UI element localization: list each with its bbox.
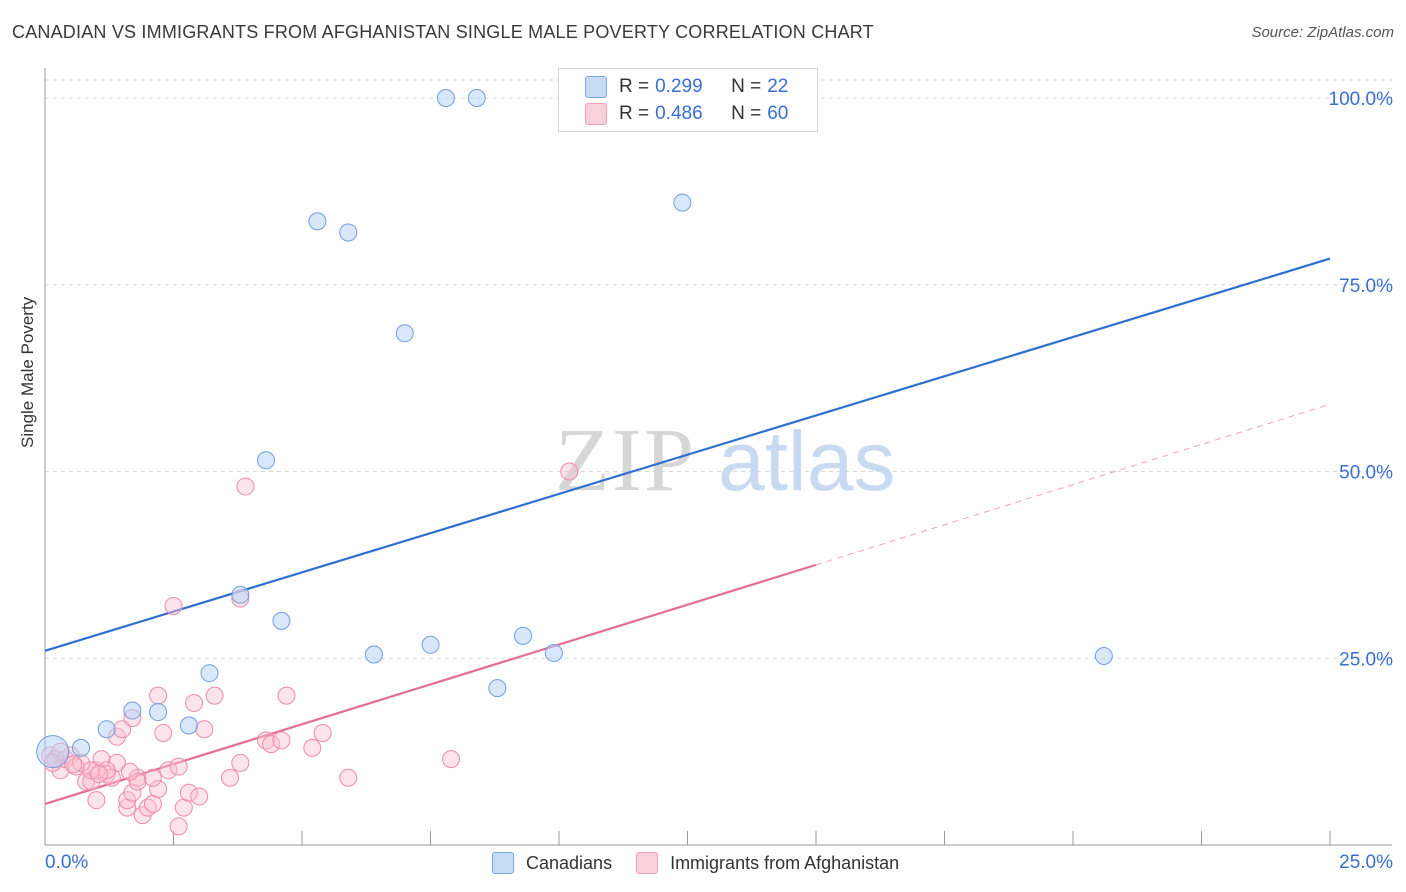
legend-row-afghanistan: R = 0.486 N = 60 [585,101,788,127]
legend-item-afghanistan: Immigrants from Afghanistan [636,852,899,874]
point-afghanistan [179,783,198,802]
point-afghanistan [185,694,204,713]
point-afghanistan [120,762,139,781]
point-afghanistan [303,738,322,757]
point-canadians [149,703,168,722]
source-label: Source: ZipAtlas.com [1251,24,1394,41]
point-canadians [179,716,198,735]
point-afghanistan [236,477,255,496]
point-canadians [231,585,250,604]
y-axis-label: Single Male Poverty [18,296,37,448]
point-afghanistan [190,787,209,806]
point-canadians [71,738,90,757]
point-afghanistan [272,731,291,750]
y-tick-label: 75.0% [1339,276,1393,297]
point-canadians [36,735,70,769]
point-afghanistan [164,596,183,615]
chart-title: CANADIAN VS IMMIGRANTS FROM AFGHANISTAN … [12,22,874,42]
point-afghanistan [277,686,296,705]
point-canadians [421,635,440,654]
watermark-zip: ZIP [555,411,696,510]
point-afghanistan [231,753,250,772]
point-afghanistan [87,791,106,810]
data-points [36,89,1113,836]
point-afghanistan [205,686,224,705]
point-canadians [1094,647,1113,666]
legend-item-canadians: Canadians [492,852,612,874]
legend-n-label: N = [731,76,762,97]
legend-swatch-afghanistan [585,103,607,125]
y-tick-label: 100.0% [1329,89,1394,110]
point-afghanistan [442,750,461,769]
point-canadians [364,645,383,664]
legend-n-label: N = [731,103,762,124]
legend-r-label: R = [619,76,650,97]
point-afghanistan [64,755,83,774]
legend-swatch-canadians [585,76,607,98]
point-afghanistan [169,817,188,836]
trend-extension-afghanistan [815,403,1331,566]
legend-label-afghanistan: Immigrants from Afghanistan [670,852,900,873]
point-canadians [200,664,219,683]
legend-label-canadians: Canadians [526,852,613,873]
stats-legend: R = 0.299 N = 22 R = 0.486 N = 60 [558,68,818,132]
point-afghanistan [149,686,168,705]
point-canadians [339,223,358,242]
point-canadians [257,451,276,470]
tick-labels: 25.0% 50.0% 75.0% 100.0% 0.0% 25.0% [45,89,1393,873]
legend-n-value: 60 [767,103,789,124]
point-canadians [308,212,327,231]
point-canadians [97,720,116,739]
legend-r-value: 0.299 [655,76,703,97]
point-canadians [544,644,563,663]
point-afghanistan [313,723,332,742]
watermark-atlas: atlas [718,414,895,508]
trend-line-canadians [44,257,1331,652]
legend-swatch-canadians [492,852,514,874]
point-afghanistan [339,768,358,787]
point-afghanistan [149,779,168,798]
point-afghanistan [154,723,173,742]
point-afghanistan [195,720,214,739]
point-afghanistan [221,768,240,787]
grid-lines [45,79,1392,659]
x-tick-label-right: 25.0% [1339,852,1393,873]
y-tick-label: 25.0% [1339,649,1393,670]
axes [44,68,1392,846]
trend-lines [44,257,1331,805]
point-afghanistan [143,768,162,787]
point-afghanistan [143,794,162,813]
point-canadians [467,89,486,107]
point-afghanistan [174,798,193,817]
point-canadians [272,611,291,630]
point-canadians [123,701,142,720]
point-canadians [673,193,692,212]
legend-row-canadians: R = 0.299 N = 22 [585,74,788,100]
point-afghanistan [169,757,188,776]
point-canadians [395,324,414,343]
legend-swatch-afghanistan [636,852,659,874]
y-tick-label: 50.0% [1339,463,1393,484]
point-afghanistan [128,772,147,791]
legend-r-value: 0.486 [655,103,703,124]
point-afghanistan [262,735,281,754]
point-afghanistan [89,765,108,784]
x-tick-label-left: 0.0% [45,852,88,873]
series-legend: Canadians Immigrants from Afghanistan [492,852,923,874]
legend-n-value: 22 [767,76,789,97]
point-canadians [514,626,533,645]
point-afghanistan [159,761,178,780]
legend-r-label: R = [619,103,650,124]
point-afghanistan [107,753,126,772]
watermark: ZIP atlas [555,411,895,510]
point-canadians [436,89,455,107]
point-canadians [488,679,507,698]
point-afghanistan [560,462,579,481]
